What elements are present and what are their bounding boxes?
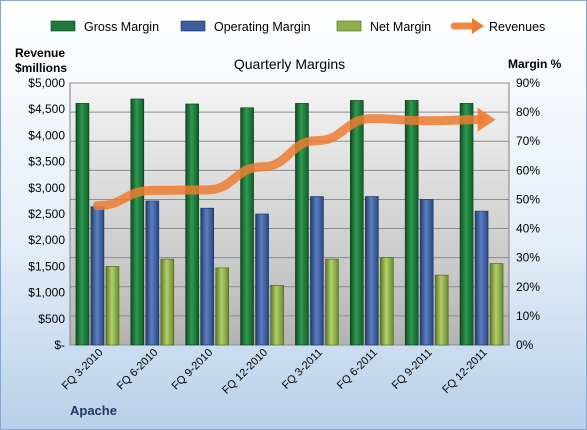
- gross-margin-bar: [130, 98, 145, 346]
- x-tick-label: FQ 3-2010: [60, 347, 106, 393]
- company-label: Apache: [70, 403, 117, 418]
- gross-margin-bar: [240, 107, 254, 346]
- y-right-tick-label: 30%: [516, 251, 540, 265]
- gross-margin-bar: [404, 100, 419, 346]
- net-margin-bar: [489, 263, 504, 346]
- net-margin-bar: [434, 274, 449, 346]
- net-margin-bar: [160, 258, 175, 346]
- y-left-tick-label: $5,000: [28, 76, 65, 90]
- y-left-axis-title-line2: $millions: [15, 61, 67, 75]
- legend-net-margin-swatch: [336, 20, 362, 32]
- revenues-arrowhead: [477, 107, 496, 132]
- y-right-tick-label: 80%: [516, 105, 540, 119]
- y-right-tick-label: 70%: [516, 134, 540, 148]
- net-margin-bar: [215, 267, 229, 346]
- y-left-tick-label: $2,000: [28, 233, 65, 247]
- legend-gross-margin-label: Gross Margin: [84, 20, 159, 34]
- y-left-tick-label: $3,000: [28, 181, 65, 195]
- y-left-tick-label: $3,500: [28, 155, 65, 169]
- x-tick-label: FQ 9-2011: [390, 347, 435, 392]
- y-right-tick-label: 20%: [516, 280, 540, 294]
- operating-margin-bar: [365, 196, 379, 346]
- y-right-tick-label: 90%: [516, 76, 540, 90]
- y-left-tick-label: $4,500: [28, 102, 65, 116]
- y-left-tick-label: $500: [38, 312, 65, 326]
- y-left-axis-title-line1: Revenue: [15, 46, 65, 60]
- y-left-tick-label: $2,500: [28, 207, 65, 221]
- x-tick-label: FQ 6-2011: [335, 347, 380, 392]
- y-right-tick-label: 10%: [516, 309, 540, 323]
- y-right-tick-label: 40%: [516, 222, 540, 236]
- operating-margin-bar: [419, 199, 434, 346]
- y-left-tick-label: $4,000: [28, 128, 65, 142]
- y-right-tick-label: 0%: [516, 338, 534, 352]
- operating-margin-bar: [310, 196, 324, 346]
- gross-margin-bar: [295, 103, 309, 346]
- net-margin-bar: [380, 257, 394, 346]
- x-tick-label: FQ 9-2010: [170, 347, 216, 393]
- net-margin-bar: [270, 285, 284, 346]
- net-margin-bar: [325, 258, 339, 346]
- operating-margin-bar: [145, 200, 160, 346]
- y-right-tick-label: 60%: [516, 163, 540, 177]
- y-right-axis-title: Margin %: [508, 57, 562, 71]
- operating-margin-bar: [90, 206, 105, 346]
- x-tick-label: FQ 6-2010: [115, 347, 161, 393]
- legend-net-margin-label: Net Margin: [370, 20, 431, 34]
- chart-title: Quarterly Margins: [234, 56, 345, 72]
- operating-margin-bar: [255, 213, 269, 346]
- operating-margin-bar: [200, 207, 214, 346]
- x-tick-label: FQ 12-2010: [220, 347, 270, 397]
- legend-operating-margin-label: Operating Margin: [214, 20, 311, 34]
- operating-margin-bar: [474, 210, 489, 346]
- x-tick-label: FQ 12-2011: [440, 347, 489, 396]
- legend-gross-margin-swatch: [50, 20, 76, 32]
- gross-margin-bar: [459, 103, 474, 346]
- x-tick-label: FQ 3-2011: [280, 347, 325, 392]
- gross-margin-bar: [185, 103, 199, 346]
- y-left-tick-label: $-: [54, 338, 65, 352]
- legend-revenues-label: Revenues: [489, 20, 545, 34]
- gross-margin-bar: [75, 103, 90, 346]
- legend-revenues-arrow: [472, 18, 484, 34]
- net-margin-bar: [105, 266, 120, 346]
- y-left-tick-label: $1,500: [28, 259, 65, 273]
- legend-operating-margin-swatch: [180, 20, 206, 32]
- y-right-tick-label: 50%: [516, 192, 540, 206]
- gross-margin-bar: [350, 100, 364, 346]
- y-left-tick-label: $1,000: [28, 286, 65, 300]
- revenues-line: [92, 114, 487, 211]
